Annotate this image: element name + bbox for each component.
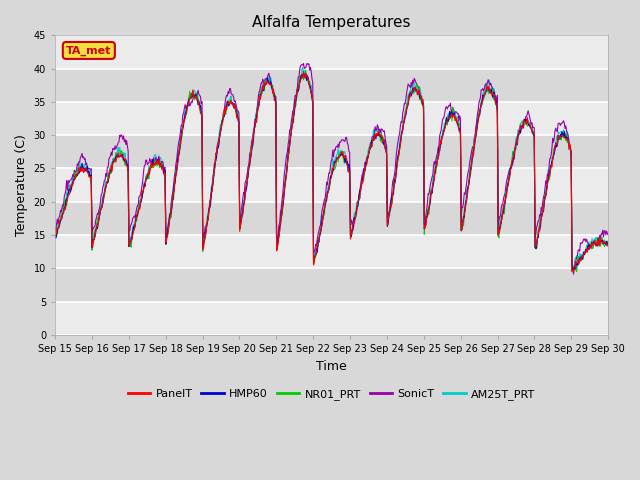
SonicT	[400, 107, 408, 113]
Line: HMP60: HMP60	[55, 74, 608, 269]
PanelT	[400, 120, 408, 126]
NR01_PRT	[61, 196, 69, 202]
HMP60	[51, 233, 59, 239]
PanelT	[604, 243, 612, 249]
AM25T_PRT	[61, 199, 69, 205]
PanelT	[204, 218, 211, 224]
Line: AM25T_PRT: AM25T_PRT	[55, 68, 608, 267]
NR01_PRT	[569, 269, 577, 275]
HMP60	[204, 220, 211, 226]
Line: NR01_PRT: NR01_PRT	[55, 71, 608, 272]
HMP60	[118, 154, 126, 160]
Legend: PanelT, HMP60, NR01_PRT, SonicT, AM25T_PRT: PanelT, HMP60, NR01_PRT, SonicT, AM25T_P…	[124, 384, 540, 404]
AM25T_PRT	[51, 233, 59, 239]
SonicT	[51, 228, 59, 234]
AM25T_PRT	[174, 152, 182, 158]
AM25T_PRT	[604, 240, 612, 246]
NR01_PRT	[51, 232, 59, 238]
NR01_PRT	[416, 96, 424, 102]
NR01_PRT	[400, 121, 408, 127]
Line: SonicT: SonicT	[55, 63, 608, 274]
HMP60	[174, 152, 182, 157]
Y-axis label: Temperature (C): Temperature (C)	[15, 134, 28, 236]
NR01_PRT	[174, 157, 182, 163]
HMP60	[61, 206, 69, 212]
AM25T_PRT	[118, 154, 126, 159]
SonicT	[118, 133, 126, 139]
SonicT	[303, 60, 311, 66]
PanelT	[300, 69, 307, 74]
SonicT	[204, 219, 211, 225]
Bar	[55, 301, 608, 335]
PanelT	[51, 233, 59, 239]
Text: TA_met: TA_met	[66, 45, 111, 56]
PanelT	[570, 268, 577, 274]
PanelT	[61, 207, 69, 213]
PanelT	[416, 88, 424, 94]
HMP60	[572, 266, 579, 272]
AM25T_PRT	[299, 65, 307, 71]
PanelT	[118, 153, 126, 158]
NR01_PRT	[118, 149, 126, 155]
Bar	[55, 102, 608, 135]
Bar	[55, 168, 608, 202]
Title: Alfalfa Temperatures: Alfalfa Temperatures	[252, 15, 411, 30]
SonicT	[416, 91, 424, 96]
X-axis label: Time: Time	[316, 360, 347, 372]
AM25T_PRT	[400, 118, 408, 124]
PanelT	[174, 158, 182, 164]
NR01_PRT	[302, 68, 310, 73]
AM25T_PRT	[416, 84, 424, 90]
SonicT	[570, 271, 577, 277]
HMP60	[301, 71, 309, 77]
SonicT	[604, 232, 612, 238]
HMP60	[400, 121, 408, 127]
SonicT	[174, 143, 182, 149]
SonicT	[61, 191, 69, 197]
NR01_PRT	[604, 241, 612, 247]
NR01_PRT	[204, 213, 211, 219]
HMP60	[604, 241, 612, 247]
Bar	[55, 235, 608, 268]
AM25T_PRT	[569, 264, 577, 270]
HMP60	[416, 95, 424, 101]
Line: PanelT: PanelT	[55, 72, 608, 271]
AM25T_PRT	[204, 220, 211, 226]
Bar	[55, 36, 608, 69]
